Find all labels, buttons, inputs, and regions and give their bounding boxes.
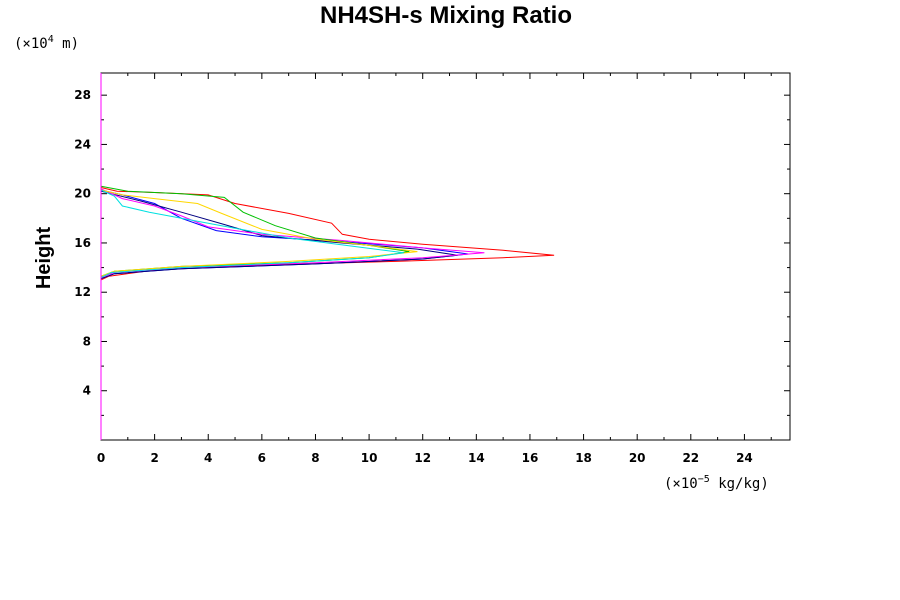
series-lines bbox=[100, 185, 555, 281]
x-tick-label: 4 bbox=[204, 451, 212, 465]
x-tick-label: 18 bbox=[575, 451, 592, 465]
series-line-3 bbox=[100, 190, 458, 280]
y-tick-label: 24 bbox=[74, 137, 91, 151]
x-tick-label: 6 bbox=[258, 451, 266, 465]
x-tick-label: 0 bbox=[97, 451, 105, 465]
y-axis-label: Height bbox=[33, 227, 55, 290]
y-unit-label: (×104 m) bbox=[14, 34, 79, 52]
x-unit-label: (×10−5 kg/kg) bbox=[664, 474, 769, 492]
y-tick-label: 20 bbox=[74, 187, 91, 201]
x-tick-label: 14 bbox=[468, 451, 485, 465]
x-tick-label: 2 bbox=[150, 451, 158, 465]
series-line-1 bbox=[100, 187, 555, 281]
y-tick-label: 12 bbox=[74, 285, 91, 299]
x-tick-label: 8 bbox=[311, 451, 319, 465]
y-tick-label: 28 bbox=[74, 88, 91, 102]
x-tick-label: 20 bbox=[629, 451, 646, 465]
y-tick-label: 4 bbox=[83, 384, 91, 398]
y-tick-label: 16 bbox=[74, 236, 91, 250]
y-tick-label: 8 bbox=[83, 334, 91, 348]
x-tick-label: 22 bbox=[682, 451, 699, 465]
y-tick-labels: 4 8 12 16 20 24 28 bbox=[74, 88, 91, 398]
x-tick-label: 24 bbox=[736, 451, 753, 465]
x-tick-labels: 0 2 4 6 8 10 12 14 16 18 20 22 24 bbox=[97, 451, 753, 465]
x-tick-label: 16 bbox=[522, 451, 539, 465]
x-tick-label: 12 bbox=[414, 451, 431, 465]
chart-title: NH4SH-s Mixing Ratio bbox=[320, 2, 572, 29]
series-line-6 bbox=[100, 189, 418, 277]
axis-ticks bbox=[100, 73, 790, 440]
series-line-7 bbox=[100, 189, 404, 278]
x-tick-label: 10 bbox=[361, 451, 378, 465]
